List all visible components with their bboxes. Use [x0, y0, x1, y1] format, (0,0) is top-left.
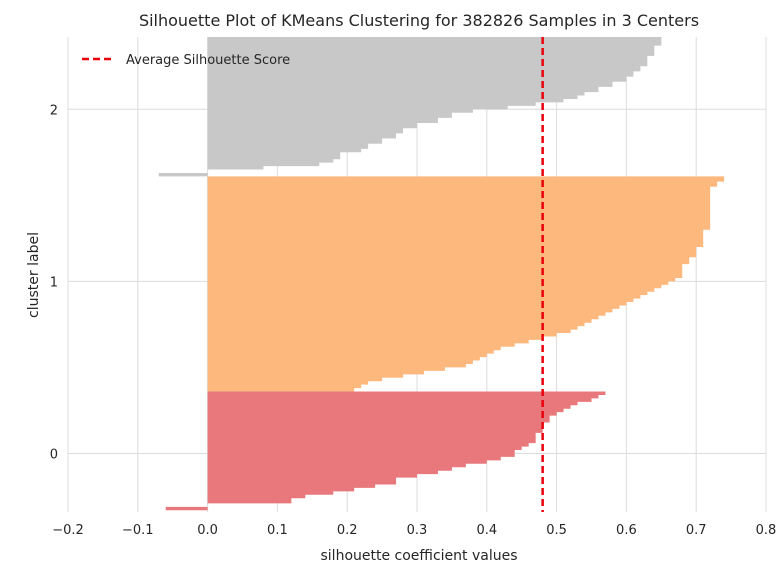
- chart-title: Silhouette Plot of KMeans Clustering for…: [139, 11, 699, 30]
- x-tick-label: 0.1: [267, 523, 288, 538]
- x-tick-label: 0.5: [546, 523, 567, 538]
- y-tick-labels: 0 1 2: [50, 103, 58, 462]
- x-tick-label: 0.7: [686, 523, 707, 538]
- x-tick-label: −0.2: [52, 523, 84, 538]
- x-tick-label: 0.8: [756, 523, 777, 538]
- cluster-areas: [158, 37, 725, 511]
- y-tick-label: 1: [50, 275, 58, 290]
- cluster-1-silhouette: [207, 176, 725, 392]
- y-tick-label: 0: [50, 447, 58, 462]
- legend-label: Average Silhouette Score: [126, 53, 290, 68]
- x-tick-label: 0.3: [407, 523, 428, 538]
- y-axis-label: cluster label: [26, 232, 42, 318]
- x-tick-label: 0.4: [476, 523, 497, 538]
- x-tick-labels: −0.2 −0.1 0.0 0.1 0.2 0.3 0.4 0.5 0.6 0.7 0.8: [52, 523, 776, 538]
- x-tick-label: 0.0: [197, 523, 218, 538]
- x-tick-label: 0.6: [616, 523, 637, 538]
- x-axis-label: silhouette coefficient values: [321, 548, 518, 564]
- cluster-2-silhouette: [158, 37, 662, 177]
- x-tick-label: −0.1: [122, 523, 154, 538]
- y-tick-label: 2: [50, 103, 58, 118]
- legend: Average Silhouette Score: [82, 53, 290, 68]
- cluster-0-silhouette: [165, 391, 606, 511]
- x-tick-label: 0.2: [337, 523, 358, 538]
